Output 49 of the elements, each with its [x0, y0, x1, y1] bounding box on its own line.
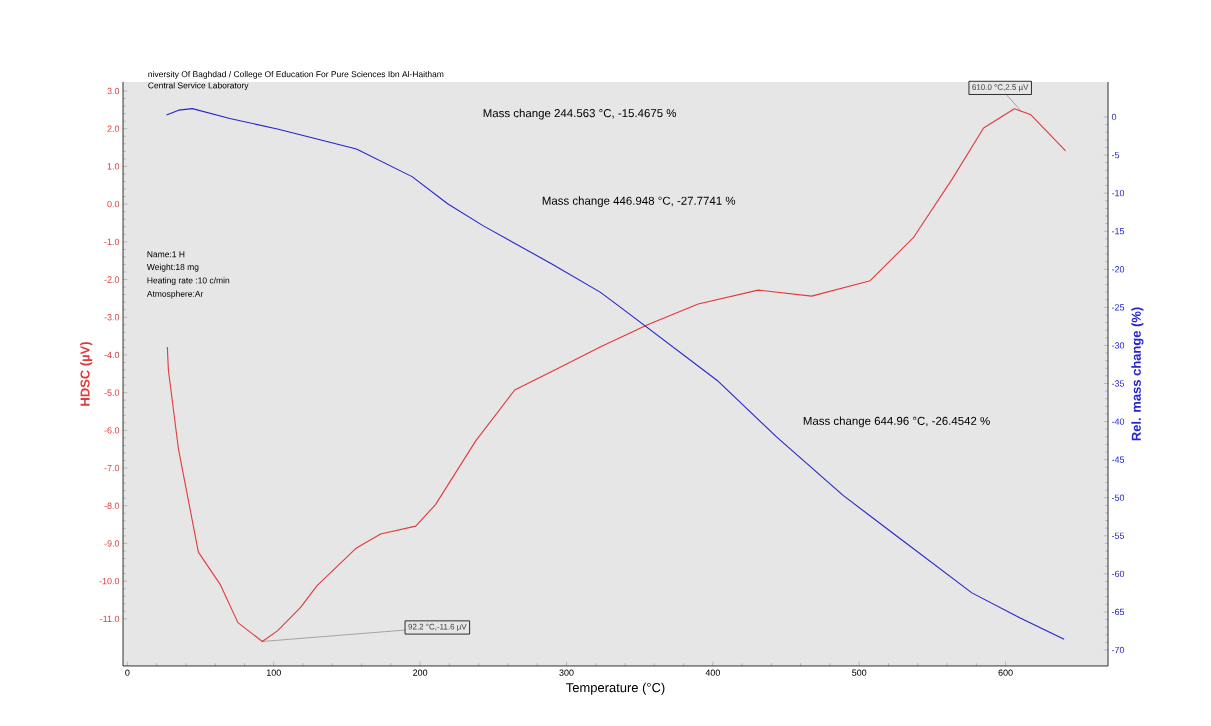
y-tick-label: -3.0 — [104, 314, 120, 321]
y2-tick-label: -25 — [1111, 304, 1125, 311]
y2-tick-label: -45 — [1111, 456, 1125, 463]
x-tick-label: 500 — [852, 669, 867, 676]
y2-tick-label: -55 — [1111, 532, 1125, 539]
annotation: Mass change 244.563 °C, -15.4675 % — [483, 108, 677, 120]
chart-subtitle: Central Service Laboratory — [148, 82, 249, 91]
x-axis-title: Temperature (°C) — [566, 682, 665, 695]
y-tick-label: -7.0 — [104, 464, 120, 472]
annotation: Atmosphere:Ar — [146, 290, 204, 299]
y-tick-label: -5.0 — [104, 389, 120, 396]
y-tick-label: -11.0 — [100, 615, 120, 623]
y2-tick-label: -20 — [1111, 266, 1125, 273]
x-tick-label: 200 — [413, 669, 428, 676]
annotation: Weight:18 mg — [146, 263, 199, 272]
y2-tick-label: -15 — [1111, 228, 1125, 235]
x-tick-label: 0 — [125, 669, 130, 676]
y-tick-label: -6.0 — [104, 427, 120, 434]
y2-tick-label: -70 — [1111, 646, 1125, 654]
x-tick-label: 400 — [705, 669, 720, 676]
y2-tick-label: -60 — [1111, 570, 1125, 578]
y-tick-label: -8.0 — [104, 502, 120, 509]
y2-tick-label: 0 — [1111, 113, 1117, 121]
y-tick-label: -1.0 — [104, 238, 120, 246]
y-tick-label: -2.0 — [104, 276, 120, 283]
x-tick-label: 100 — [266, 669, 281, 676]
y2-tick-label: -65 — [1111, 608, 1125, 616]
y-tick-label: -4.0 — [104, 351, 120, 359]
y-tick-label: 3.0 — [107, 87, 120, 95]
y-tick-label: 1.0 — [107, 163, 120, 170]
x-tick-label: 600 — [998, 669, 1013, 676]
y-axis-title: HDSC (µV) — [80, 342, 93, 406]
y-tick-label: 2.0 — [107, 125, 120, 132]
y2-tick-label: -40 — [1111, 418, 1125, 425]
y-tick-label: -10.0 — [99, 577, 120, 585]
y2-axis-title: Rel. mass change (%) — [1131, 307, 1144, 441]
chart-title: niversity Of Baghdad / College Of Education For Pure Sciences Ibn Al-Haitham — [148, 70, 444, 79]
y2-tick-label: -30 — [1111, 342, 1125, 349]
annotation: Heating rate :10 c/min — [147, 277, 230, 286]
y-tick-label: 0.0 — [107, 200, 120, 208]
annotation: Mass change 644.96 °C, -26.4542 % — [803, 416, 990, 428]
annotation: Mass change 446.948 °C, -27.7741 % — [542, 196, 736, 208]
y2-tick-label: -50 — [1111, 494, 1125, 501]
y2-tick-label: -10 — [1111, 189, 1125, 197]
y2-tick-label: -35 — [1111, 380, 1125, 387]
y-tick-label: -9.0 — [104, 540, 120, 547]
annotation: Name:1 H — [147, 251, 185, 258]
x-tick-label: 300 — [559, 669, 574, 676]
y2-tick-label: -5 — [1111, 151, 1120, 159]
